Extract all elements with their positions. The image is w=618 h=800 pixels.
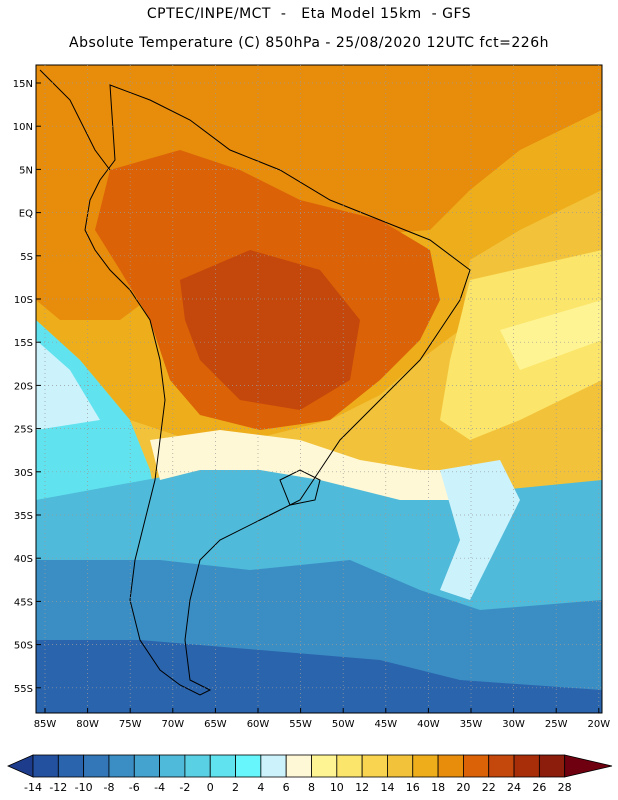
lon-label: 50W <box>332 719 355 730</box>
colorbar-label: 20 <box>456 781 470 794</box>
lon-label: 35W <box>460 719 483 730</box>
lat-label: 5N <box>19 165 33 176</box>
lon-label: 75W <box>119 719 142 730</box>
lat-label: EQ <box>19 209 33 220</box>
colorbar-swatch <box>437 754 464 778</box>
lat-label: 15N <box>13 79 33 90</box>
lon-label: 70W <box>161 719 184 730</box>
field-band-8-front <box>150 430 470 500</box>
lat-label: 45S <box>14 597 33 608</box>
latitude-labels: 15N 10N 5N EQ 5S 10S 15S 20S 25S 30S 35S 40S 45S 50S 5… <box>13 79 33 695</box>
colorbar-swatch <box>260 754 287 778</box>
map-title-line1: CPTEC/INPE/MCT - Eta Model 15km - GFS <box>146 6 472 22</box>
colorbar-arrow-left <box>7 754 34 778</box>
field-band-6 <box>36 340 100 430</box>
lon-label: 25W <box>545 719 568 730</box>
colorbar-label: 28 <box>558 781 572 794</box>
lat-label: 35S <box>14 511 33 522</box>
lon-label: 20W <box>587 719 610 730</box>
field-band-8 <box>500 300 602 370</box>
graticule <box>36 65 602 713</box>
colorbar-swatch <box>463 754 490 778</box>
colorbar-label: -4 <box>154 781 165 794</box>
colorbar-label: 24 <box>507 781 521 794</box>
colorbar-swatch <box>32 754 59 778</box>
field-band-minus10 <box>36 640 602 713</box>
lon-label: 60W <box>247 719 270 730</box>
colorbar-label: -2 <box>179 781 190 794</box>
lon-label: 80W <box>76 719 99 730</box>
colorbar-label: -14 <box>24 781 42 794</box>
temperature-map: 15N 10N 5N EQ 5S 10S 15S 20S 25S 30S 35S 40S 45S 50S 5… <box>13 64 611 730</box>
colorbar-label: 8 <box>308 781 315 794</box>
colorbar-swatch <box>108 754 135 778</box>
lat-label: 15S <box>14 338 33 349</box>
colorbar-swatch <box>209 754 236 778</box>
lat-label: 20S <box>14 381 33 392</box>
colorbar-swatch <box>285 754 312 778</box>
colorbar: -14 -12 -10 -8 -6 -4 -2 0 2 4 6 8 10 12 14 16 18 20 22 24 26… <box>7 754 613 794</box>
lat-label: 40S <box>14 554 33 565</box>
lat-label: 55S <box>14 684 33 695</box>
colorbar-swatch <box>513 754 540 778</box>
colorbar-swatch <box>83 754 110 778</box>
map-title-line2: Absolute Temperature (C) 850hPa - 25/08/… <box>69 35 549 51</box>
field-band-22 <box>180 250 360 410</box>
map-frame <box>35 64 603 714</box>
lon-label: 30W <box>502 719 525 730</box>
continent-outline <box>84 84 471 696</box>
colorbar-arrow-right <box>564 754 613 778</box>
colorbar-label: 10 <box>330 781 344 794</box>
colorbar-swatch <box>133 754 160 778</box>
lat-label: 5S <box>20 252 33 263</box>
colorbar-label: -8 <box>103 781 114 794</box>
colorbar-label: 2 <box>232 781 239 794</box>
colorbar-label: 22 <box>482 781 496 794</box>
colorbar-swatch <box>538 754 566 778</box>
colorbar-swatch <box>311 754 338 778</box>
colorbar-swatch <box>184 754 211 778</box>
colorbar-label: 18 <box>431 781 445 794</box>
colorbar-swatch <box>361 754 388 778</box>
lat-label: 25S <box>14 425 33 436</box>
colorbar-label: 14 <box>380 781 394 794</box>
colorbar-swatch <box>336 754 363 778</box>
lat-label: 30S <box>14 468 33 479</box>
colorbar-label: 4 <box>257 781 264 794</box>
colorbar-swatch <box>57 754 85 778</box>
lat-label: 10S <box>14 295 33 306</box>
lon-label: 85W <box>34 719 57 730</box>
colorbar-label: 16 <box>406 781 420 794</box>
lon-label: 40W <box>417 719 440 730</box>
colorbar-label: 0 <box>207 781 214 794</box>
colorbar-label: 26 <box>532 781 546 794</box>
central-america-outline <box>39 69 111 171</box>
lon-label: 55W <box>289 719 312 730</box>
colorbar-label: -6 <box>129 781 140 794</box>
colorbar-swatch <box>387 754 414 778</box>
lon-label: 65W <box>204 719 227 730</box>
colorbar-swatch <box>235 754 262 778</box>
colorbar-swatch <box>412 754 439 778</box>
field-band-6-swirl <box>440 460 520 600</box>
colorbar-label: -12 <box>49 781 67 794</box>
colorbar-label: 12 <box>355 781 369 794</box>
lat-label: 50S <box>14 641 33 652</box>
lat-label: 10N <box>13 122 33 133</box>
colorbar-label: -10 <box>75 781 93 794</box>
lon-label: 45W <box>374 719 397 730</box>
longitude-labels: 85W 80W 75W 70W 65W 60W 55W 50W 45W 40W 35W 30W 25W 2… <box>34 719 611 730</box>
colorbar-label: 6 <box>283 781 290 794</box>
colorbar-swatch <box>488 754 515 778</box>
colorbar-swatch <box>159 754 186 778</box>
